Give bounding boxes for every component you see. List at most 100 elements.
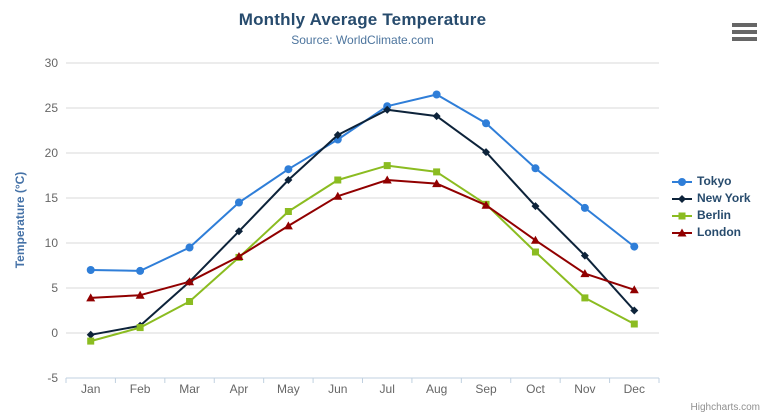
marker-circle [482,119,491,128]
marker-circle [630,242,639,251]
marker-diamond [580,251,589,260]
marker-square [334,176,342,184]
marker-square [136,324,144,332]
y-axis-label: 5 [51,281,58,295]
x-axis-label: Sep [475,382,497,396]
marker-square [87,337,95,345]
marker-diamond [678,194,686,203]
marker-triangle [382,175,392,184]
legend-symbol [672,194,692,203]
x-axis-label: Nov [574,382,595,396]
marker-square [678,212,686,219]
x-axis-label: Jul [380,382,395,396]
marker-triangle [234,252,244,260]
y-axis-label: 30 [45,56,59,70]
marker-triangle [432,179,442,188]
marker-diamond [234,227,243,236]
y-axis-title: Temperature (°C) [13,172,27,269]
marker-square [433,168,441,176]
marker-diamond [284,176,293,184]
marker-circle [580,203,589,212]
marker-square [284,208,292,215]
y-axis-label: 0 [51,326,58,340]
legend-item-berlin[interactable]: Berlin [672,209,751,222]
x-axis-label: Jan [81,382,100,396]
marker-diamond [86,330,95,339]
marker-triangle [629,285,639,294]
hamburger-icon[interactable] [732,21,757,43]
marker-triangle [481,200,491,209]
menu-bar [732,30,757,34]
series-line [89,108,636,336]
series-line [89,179,636,299]
series-lines [86,90,639,345]
marker-square [383,162,391,170]
marker-square [531,248,539,256]
y-axis-label: 25 [45,101,59,115]
series-line [89,164,636,343]
x-axis-label: Oct [526,382,545,396]
marker-square [630,320,638,328]
marker-triangle [530,235,540,244]
legend-symbol [672,212,692,219]
chart-title: Monthly Average Temperature [238,10,487,29]
marker-circle [678,177,686,186]
marker-circle [234,198,243,207]
marker-diamond [630,306,639,315]
marker-triangle [677,228,687,236]
marker-triangle [135,290,145,299]
series-london [86,175,639,302]
marker-circle [86,266,95,274]
marker-triangle [283,221,293,230]
marker-circle [284,165,293,174]
y-axis-label: -5 [47,371,58,385]
x-axis-label: Jun [328,382,347,396]
y-axis-label: 20 [45,146,59,160]
series-tokyo [86,90,639,275]
x-axis-label: Dec [624,382,645,396]
menu-bar [732,37,757,41]
marker-circle [531,164,540,173]
marker-square [581,294,589,302]
axis-labels: -5 0 5 10 15 20 25 30 Jan Feb Mar Apr May Jun Jul Aug Se… [45,56,645,396]
x-axis-label: Mar [179,382,200,396]
legend-item-new-york[interactable]: New York [672,192,751,205]
series-new-york [86,105,639,339]
x-axis-label: Feb [130,382,151,396]
marker-circle [185,243,194,252]
x-axis-label: Apr [230,382,249,396]
legend-label: Tokyo [697,174,732,188]
marker-diamond [383,105,392,114]
marker-circle [136,266,145,275]
marker-triangle [333,191,343,200]
legend-label: London [697,225,741,239]
x-axis-label: Aug [426,382,447,396]
marker-circle [432,90,441,99]
legend: Tokyo New York Berlin London [672,175,751,239]
legend-item-tokyo[interactable]: Tokyo [672,175,751,188]
axes [65,377,660,383]
marker-diamond [432,112,441,121]
series-line [89,93,636,272]
x-axis-label: May [277,382,300,396]
credits-link[interactable]: Highcharts.com [690,402,760,413]
marker-square [186,298,194,305]
gridlines [66,62,659,379]
legend-symbol [672,228,692,236]
marker-triangle [86,293,96,302]
marker-triangle [185,277,195,286]
legend-label: Berlin [697,208,732,222]
marker-triangle [580,269,590,278]
marker-diamond [333,131,342,139]
marker-diamond [482,148,491,157]
legend-label: New York [697,191,751,205]
menu-bar [732,23,757,27]
y-axis-label: 10 [45,236,59,250]
legend-item-london[interactable]: London [672,226,751,239]
y-axis-label: 15 [45,191,59,205]
legend-symbol [672,177,692,186]
marker-diamond [531,202,540,211]
chart-subtitle: Source: WorldClimate.com [291,33,434,47]
